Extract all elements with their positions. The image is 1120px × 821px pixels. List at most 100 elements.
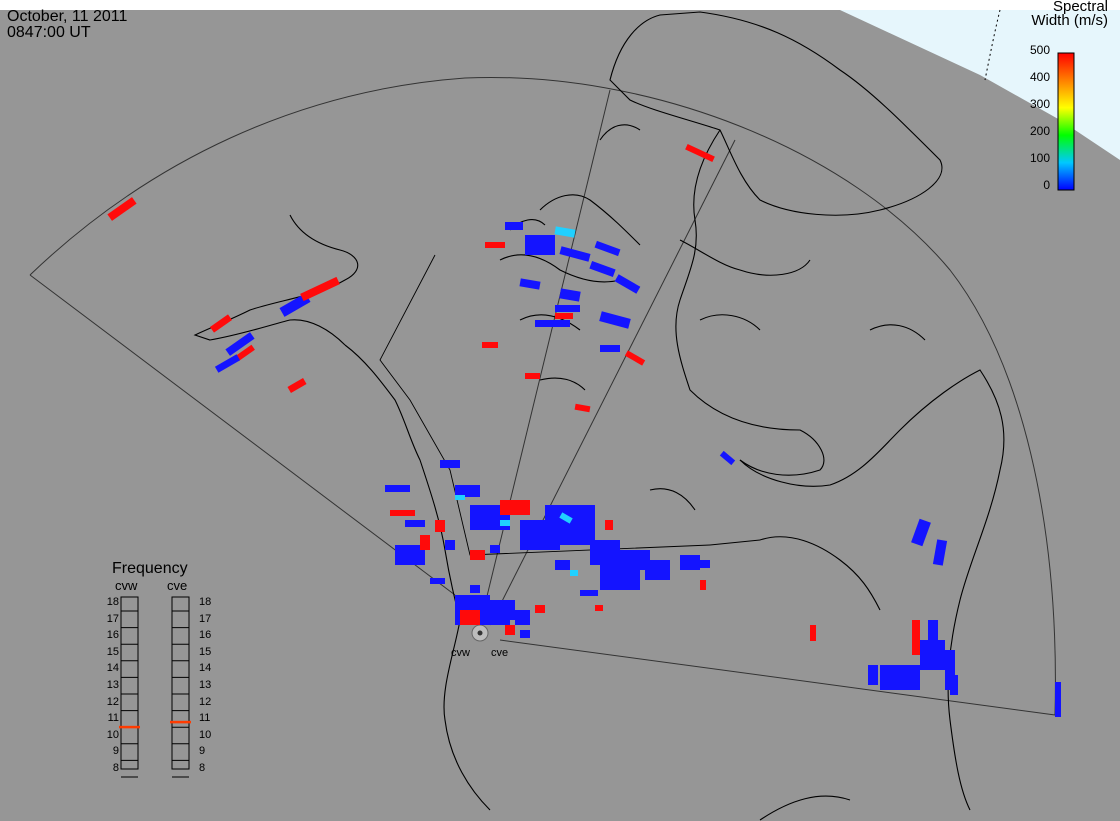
- backscatter-cell: [920, 640, 945, 670]
- daylight-region: [840, 10, 1120, 160]
- backscatter-cell: [719, 450, 736, 466]
- backscatter-cell: [555, 305, 580, 312]
- backscatter-cell: [435, 520, 445, 532]
- backscatter-cell: [420, 535, 430, 550]
- backscatter-cell: [1055, 682, 1061, 717]
- backscatter-cell: [520, 630, 530, 638]
- frequency-tick-label: 18: [106, 596, 119, 608]
- backscatter-cell: [430, 578, 445, 584]
- backscatter-cell: [500, 520, 510, 526]
- cvw-frequency-bar: [120, 596, 139, 770]
- backscatter-cell: [589, 260, 616, 278]
- frequency-tick-label: 15: [106, 645, 119, 658]
- backscatter-cell: [600, 345, 620, 352]
- frequency-tick-label: 17: [199, 612, 212, 625]
- backscatter-cell: [535, 320, 570, 327]
- colorbar-title-line1: Spectral: [1052, 0, 1108, 15]
- backscatter-cell: [555, 313, 573, 319]
- date-label: October, 11 2011: [7, 8, 128, 25]
- backscatter-cell: [500, 600, 515, 620]
- cve-frequency-marker: [170, 720, 191, 724]
- backscatter-cell: [535, 605, 545, 613]
- frequency-tick-label: 9: [199, 745, 206, 758]
- backscatter-cell: [440, 460, 460, 468]
- backscatter-cell: [868, 665, 878, 685]
- frequency-tick-label: 12: [199, 695, 212, 708]
- frequency-tick-label: 17: [106, 612, 119, 625]
- frequency-tick-label: 18: [199, 596, 212, 608]
- backscatter-cell: [235, 344, 255, 362]
- backscatter-cell: [515, 610, 530, 625]
- coastlines: [193, 11, 1005, 821]
- frequency-title: Frequency: [112, 560, 188, 577]
- backscatter-cell: [645, 560, 670, 580]
- backscatter-cell: [912, 620, 920, 655]
- frequency-tick-label: 10: [199, 728, 212, 741]
- frequency-tick-label: 16: [199, 629, 212, 642]
- backscatter-cell: [599, 311, 631, 329]
- cvw-frequency-marker: [119, 725, 140, 729]
- cve-column-title: cve: [167, 578, 188, 593]
- backscatter-cell: [405, 520, 425, 527]
- backscatter-cell: [390, 510, 415, 516]
- backscatter-cell: [455, 485, 480, 497]
- top-border: [0, 0, 1120, 10]
- backscatter-cell: [525, 235, 555, 255]
- backscatter-cell: [460, 610, 480, 625]
- backscatter-cell: [214, 354, 241, 373]
- backscatter-cell: [559, 512, 573, 524]
- backscatter-cell: [685, 143, 715, 163]
- backscatter-cell: [680, 555, 700, 570]
- fov-outline: [29, 76, 1056, 716]
- backscatter-cell: [470, 585, 480, 593]
- colorbar-tick-label: 500: [1029, 43, 1050, 57]
- frequency-tick-label: 14: [199, 662, 212, 675]
- backscatter-cell: [810, 625, 816, 641]
- backscatter-cell: [620, 550, 650, 570]
- backscatter-cell: [209, 314, 233, 333]
- frequency-tick-label: 12: [106, 695, 119, 708]
- backscatter-cell: [505, 625, 515, 635]
- date-time-header: October, 11 2011 0847:00 UT: [7, 9, 127, 41]
- colorbar-tick-label: 400: [1029, 70, 1050, 84]
- frequency-tick-label: 10: [106, 728, 119, 741]
- backscatter-cell: [455, 495, 465, 500]
- backscatter-cell: [385, 485, 410, 492]
- backscatter-cell: [395, 545, 425, 565]
- backscatter-cell: [545, 505, 595, 545]
- backscatter-cell: [574, 403, 591, 413]
- backscatter-cell: [928, 620, 938, 645]
- backscatter-cell: [554, 226, 576, 238]
- frequency-tick-label: 16: [106, 629, 119, 642]
- backscatter-cell: [614, 274, 641, 294]
- backscatter-cell: [490, 545, 500, 553]
- backscatter-cells: [107, 143, 1061, 717]
- backscatter-cell: [500, 500, 530, 515]
- backscatter-cell: [559, 246, 591, 262]
- backscatter-cell: [107, 197, 137, 221]
- backscatter-cell: [225, 332, 255, 356]
- frequency-panel: [120, 596, 190, 778]
- backscatter-cell: [519, 278, 541, 290]
- radar-label-cvw: cvw: [451, 647, 470, 659]
- backscatter-cell: [485, 242, 505, 248]
- frequency-tick-label: 14: [106, 662, 119, 675]
- backscatter-cell: [570, 570, 578, 576]
- backscatter-cell: [595, 605, 603, 611]
- terminator-line: [984, 9, 1001, 81]
- frequency-tick-label: 9: [112, 745, 119, 758]
- backscatter-cell: [445, 540, 455, 550]
- backscatter-cell: [950, 675, 958, 695]
- backscatter-cell: [932, 539, 948, 566]
- time-label: 0847:00 UT: [7, 24, 91, 41]
- colorbar-tick-label: 0: [1043, 178, 1050, 192]
- radar-site-center: [477, 630, 483, 636]
- backscatter-cell: [880, 665, 920, 690]
- frequency-tick-label: 11: [199, 712, 211, 725]
- backscatter-cell: [470, 550, 485, 560]
- cve-frequency-bar: [171, 596, 190, 770]
- backscatter-cell: [624, 350, 646, 366]
- backscatter-cell: [287, 377, 307, 394]
- backscatter-cell: [911, 518, 931, 547]
